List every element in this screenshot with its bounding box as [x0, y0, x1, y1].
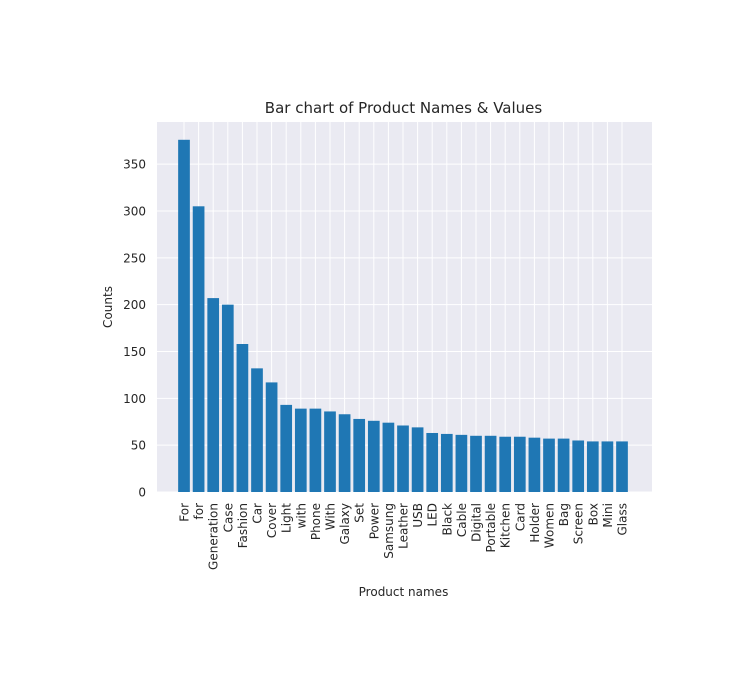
bar-women — [543, 438, 555, 492]
x-tick-label: Light — [280, 503, 294, 533]
bar-for — [192, 206, 205, 492]
x-tick-label: With — [324, 503, 338, 530]
chart-title: Bar chart of Product Names & Values — [265, 99, 543, 117]
x-tick-label: Portable — [484, 503, 498, 552]
x-tick-label: Generation — [207, 503, 221, 570]
bar-mini — [601, 441, 614, 492]
bar-car — [251, 368, 263, 492]
bar-holder — [528, 437, 541, 492]
bar-kitchen — [499, 436, 512, 492]
bar-samsung — [382, 422, 395, 492]
x-tick-label: Bag — [557, 503, 571, 526]
bar-portable — [484, 435, 497, 492]
y-tick-label: 100 — [123, 392, 146, 406]
y-tick-label: 0 — [138, 486, 146, 500]
y-tick-label: 150 — [123, 345, 146, 359]
x-tick-label: for — [192, 503, 206, 520]
x-tick-label: Box — [586, 503, 600, 525]
x-tick-label: Samsung — [382, 503, 396, 559]
x-tick-label: LED — [426, 503, 440, 527]
y-axis-label: Counts — [101, 286, 115, 328]
bar-power — [367, 420, 380, 492]
y-tick-label: 350 — [123, 158, 146, 172]
bar-screen — [572, 440, 585, 492]
x-tick-label: Card — [513, 503, 527, 531]
x-tick-label: Screen — [572, 503, 586, 544]
x-tick-label: Phone — [309, 503, 323, 540]
bar-phone — [309, 408, 322, 492]
bar-with — [294, 408, 307, 492]
x-tick-label: Case — [221, 503, 235, 532]
bar-glass — [616, 441, 628, 492]
bar-cable — [455, 434, 468, 492]
y-axis-ticks: 0 50 100 150 200 250 300 350 — [123, 158, 146, 500]
x-tick-label: with — [294, 503, 308, 528]
bar-bag — [557, 438, 570, 492]
x-tick-label: Digital — [470, 503, 484, 542]
x-axis-ticks: For for Generation Case Fashion Car Cover Light… — [178, 503, 630, 570]
x-tick-label: Women — [543, 503, 557, 548]
x-tick-label: Galaxy — [338, 503, 352, 545]
y-tick-label: 300 — [123, 204, 146, 218]
y-tick-label: 50 — [131, 439, 146, 453]
bars — [178, 139, 628, 492]
bar-with — [324, 411, 336, 492]
y-tick-label: 250 — [123, 251, 146, 265]
x-tick-label: Cover — [265, 503, 279, 538]
bar-box — [586, 441, 599, 492]
bar-leather — [397, 425, 409, 492]
x-tick-label: Holder — [528, 503, 542, 543]
x-tick-label: Set — [353, 503, 367, 523]
bar-cover — [265, 382, 278, 492]
bar-usb — [411, 427, 424, 492]
bar-light — [280, 404, 293, 492]
x-tick-label: Leather — [397, 503, 411, 549]
bar-case — [221, 304, 234, 492]
x-tick-label: Car — [251, 503, 265, 524]
bar-set — [353, 418, 366, 492]
bar-for — [178, 139, 190, 492]
x-tick-label: Mini — [601, 503, 615, 528]
bar-digital — [470, 435, 482, 492]
x-tick-label: For — [178, 503, 192, 522]
x-tick-label: Power — [367, 503, 381, 539]
bar-fashion — [236, 344, 249, 492]
x-tick-label: Kitchen — [499, 503, 513, 548]
x-tick-label: Cable — [455, 503, 469, 537]
x-tick-label: USB — [411, 503, 425, 528]
x-tick-label: Black — [440, 503, 454, 536]
y-tick-label: 200 — [123, 298, 146, 312]
bar-led — [426, 432, 439, 492]
x-tick-label: Glass — [616, 503, 630, 536]
bar-black — [440, 433, 453, 492]
x-tick-label: Fashion — [236, 503, 250, 548]
x-axis-label: Product names — [359, 585, 449, 599]
bar-galaxy — [338, 414, 351, 492]
bar-card — [513, 436, 526, 492]
bar-generation — [207, 298, 220, 492]
